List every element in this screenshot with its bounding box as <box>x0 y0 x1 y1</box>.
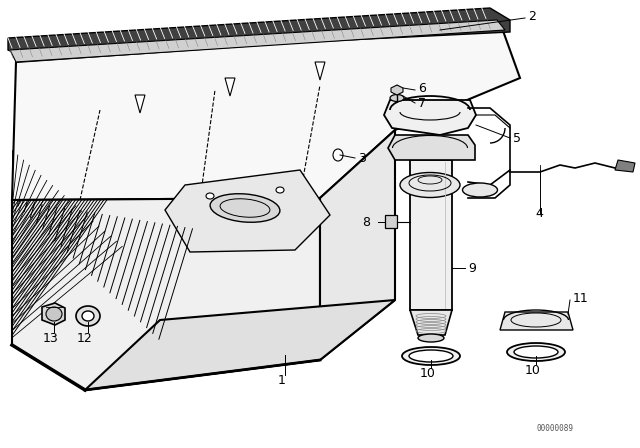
Ellipse shape <box>463 183 497 197</box>
Ellipse shape <box>210 194 280 222</box>
Ellipse shape <box>76 306 100 326</box>
Ellipse shape <box>507 343 565 361</box>
Polygon shape <box>388 135 475 160</box>
Polygon shape <box>42 303 65 325</box>
Text: 9: 9 <box>468 262 476 275</box>
Polygon shape <box>315 62 325 80</box>
Polygon shape <box>12 28 520 200</box>
Text: 10: 10 <box>420 366 436 379</box>
Text: 10: 10 <box>525 363 541 376</box>
Polygon shape <box>8 8 510 56</box>
Ellipse shape <box>400 172 460 198</box>
Polygon shape <box>385 215 397 228</box>
Ellipse shape <box>514 346 558 358</box>
Ellipse shape <box>418 334 444 342</box>
Text: 00000089: 00000089 <box>536 423 573 432</box>
Ellipse shape <box>402 347 460 365</box>
Polygon shape <box>135 95 145 113</box>
Ellipse shape <box>390 95 404 102</box>
Text: 4: 4 <box>535 207 543 220</box>
Ellipse shape <box>392 87 402 92</box>
Polygon shape <box>384 100 476 135</box>
Polygon shape <box>615 160 635 172</box>
Text: 6: 6 <box>418 82 426 95</box>
Ellipse shape <box>46 307 62 321</box>
Ellipse shape <box>409 350 453 362</box>
Polygon shape <box>165 170 330 252</box>
Polygon shape <box>85 300 395 390</box>
Text: 7: 7 <box>418 96 426 109</box>
Ellipse shape <box>82 311 94 321</box>
Text: 8: 8 <box>362 215 370 228</box>
Polygon shape <box>410 310 452 335</box>
Polygon shape <box>225 78 235 96</box>
Polygon shape <box>500 312 573 330</box>
Text: 13: 13 <box>43 332 59 345</box>
Text: 3: 3 <box>358 151 366 164</box>
Polygon shape <box>320 130 395 360</box>
Polygon shape <box>391 85 403 95</box>
Ellipse shape <box>276 187 284 193</box>
Polygon shape <box>12 198 320 390</box>
Text: 2: 2 <box>528 9 536 22</box>
Polygon shape <box>10 20 505 62</box>
Polygon shape <box>410 160 452 310</box>
Text: 12: 12 <box>77 332 93 345</box>
Text: 11: 11 <box>573 292 589 305</box>
Text: 1: 1 <box>278 374 286 387</box>
Ellipse shape <box>333 149 343 161</box>
Ellipse shape <box>206 193 214 199</box>
Text: 5: 5 <box>513 132 521 145</box>
